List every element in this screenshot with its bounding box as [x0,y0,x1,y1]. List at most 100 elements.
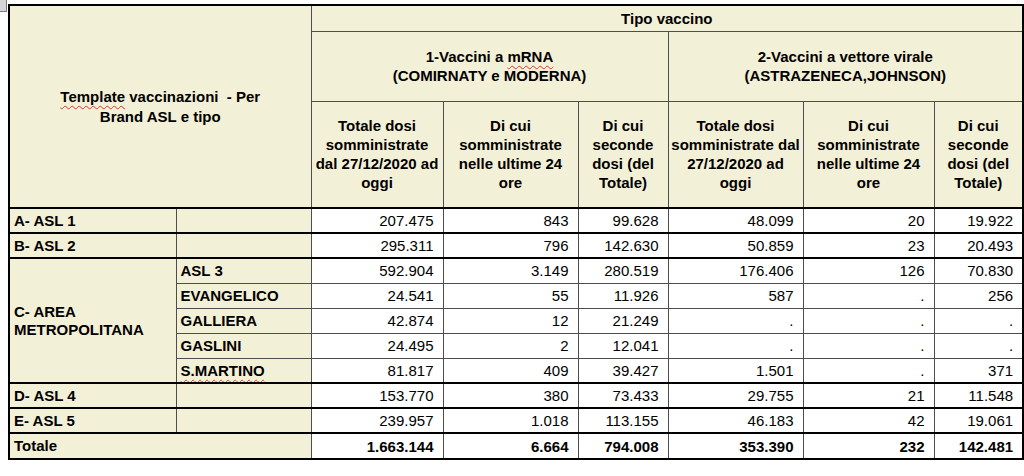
row-totale: Totale 1.663.144 6.664 794.008 353.390 2… [9,433,1023,459]
value-cell: 371 [934,358,1023,383]
value-cell: 3.149 [443,258,578,283]
value-cell: 12 [443,308,578,333]
value-cell: 12.041 [578,333,668,358]
col-header-viral-second-doses: Di cui seconde dosi (del Totale) [934,101,1023,208]
col-header-viral-total: Totale dosi somministrate dal 27/12/2020… [668,101,803,208]
value-cell: 21.249 [578,308,668,333]
row-sublabel: GALLIERA [176,308,311,333]
row-sublabel: S.MARTINO [176,358,311,383]
row-sublabel [176,408,311,433]
value-cell: . [803,283,934,308]
value-cell: 24.495 [311,333,443,358]
corner-title-word: Template [60,88,125,105]
value-cell: . [803,358,934,383]
value-cell: 48.099 [668,208,803,233]
value-cell: 42.874 [311,308,443,333]
group-viral-line1: 2-Vaccini a vettore virale [758,48,933,65]
value-cell: 256 [934,283,1023,308]
value-cell: 55 [443,283,578,308]
value-cell: 409 [443,358,578,383]
value-cell: 19.061 [934,408,1023,433]
total-value-cell: 142.481 [934,433,1023,459]
col-header-mrna-total: Totale dosi somministrate dal 27/12/2020… [311,101,443,208]
value-cell: 39.427 [578,358,668,383]
row-sublabel [176,208,311,233]
corner-title-cell: Template vaccinazioni - Per Brand ASL e … [9,5,311,208]
document-page: Template vaccinazioni - Per Brand ASL e … [0,0,1024,476]
group-mrna-line1-pre: 1-Vaccini a [426,48,508,65]
value-cell: 280.519 [578,258,668,283]
value-cell: 126 [803,258,934,283]
group-header-viral-vector: 2-Vaccini a vettore virale (ASTRAZENECA,… [668,31,1023,101]
row-label: B- ASL 2 [9,233,176,258]
value-cell: 81.817 [311,358,443,383]
row-asl2: B- ASL 2 295.311 796 142.630 50.859 23 2… [9,233,1023,258]
row-asl5: E- ASL 5 239.957 1.018 113.155 46.183 42… [9,408,1023,433]
value-cell: 380 [443,383,578,408]
total-value-cell: 232 [803,433,934,459]
table-move-handle-icon[interactable] [0,0,7,12]
row-label: E- ASL 5 [9,408,176,433]
value-cell: 153.770 [311,383,443,408]
value-cell: 29.755 [668,383,803,408]
value-cell: 11.548 [934,383,1023,408]
value-cell: 843 [443,208,578,233]
value-cell: 2 [443,333,578,358]
value-cell: 796 [443,233,578,258]
value-cell: 42 [803,408,934,433]
value-cell: 587 [668,283,803,308]
value-cell: 70.830 [934,258,1023,283]
col-header-mrna-24h: Di cui somministrate nelle ultime 24 ore [443,101,578,208]
value-cell: 46.183 [668,408,803,433]
total-value-cell: 6.664 [443,433,578,459]
value-cell: 176.406 [668,258,803,283]
value-cell: . [803,333,934,358]
value-cell: . [803,308,934,333]
tipo-vaccino-header: Tipo vaccino [311,5,1023,31]
total-label: Totale [9,433,311,459]
value-cell: . [668,333,803,358]
group-mrna-line1-word: mRNA [507,48,553,65]
group-viral-line2: (ASTRAZENECA,JOHNSON) [744,67,946,84]
header-row-top: Template vaccinazioni - Per Brand ASL e … [9,5,1023,31]
value-cell: 1.018 [443,408,578,433]
value-cell: . [934,308,1023,333]
row-sublabel: EVANGELICO [176,283,311,308]
row-sublabel-text: S.MARTINO [181,362,265,379]
row-sublabel [176,233,311,258]
row-sublabel: ASL 3 [176,258,311,283]
value-cell: 113.155 [578,408,668,433]
row-label: D- ASL 4 [9,383,176,408]
col-header-viral-24h: Di cui somministrate nelle ultime 24 ore [803,101,934,208]
row-area-metropolitana-asl3: C- AREA METROPOLITANA ASL 3 592.904 3.14… [9,258,1023,283]
col-header-mrna-second-doses: Di cui seconde dosi (del Totale) [578,101,668,208]
value-cell: 207.475 [311,208,443,233]
value-cell: 19.922 [934,208,1023,233]
value-cell: 20 [803,208,934,233]
value-cell: 11.926 [578,283,668,308]
value-cell: 592.904 [311,258,443,283]
row-sublabel [176,383,311,408]
corner-title-line2: Brand ASL e tipo [100,108,221,125]
total-value-cell: 794.008 [578,433,668,459]
value-cell: 142.630 [578,233,668,258]
row-label: A- ASL 1 [9,208,176,233]
total-value-cell: 353.390 [668,433,803,459]
value-cell: . [934,333,1023,358]
row-label-area-metropolitana: C- AREA METROPOLITANA [9,258,176,383]
value-cell: 295.311 [311,233,443,258]
value-cell: 239.957 [311,408,443,433]
value-cell: 23 [803,233,934,258]
row-sublabel: GASLINI [176,333,311,358]
corner-title-rest: vaccinazioni - Per [125,88,260,105]
group-header-mrna: 1-Vaccini a mRNA (COMIRNATY e MODERNA) [311,31,668,101]
value-cell: 50.859 [668,233,803,258]
vaccination-table: Template vaccinazioni - Per Brand ASL e … [8,4,1024,460]
total-value-cell: 1.663.144 [311,433,443,459]
value-cell: 1.501 [668,358,803,383]
value-cell: 21 [803,383,934,408]
value-cell: 73.433 [578,383,668,408]
value-cell: 20.493 [934,233,1023,258]
value-cell: 99.628 [578,208,668,233]
row-asl4: D- ASL 4 153.770 380 73.433 29.755 21 11… [9,383,1023,408]
